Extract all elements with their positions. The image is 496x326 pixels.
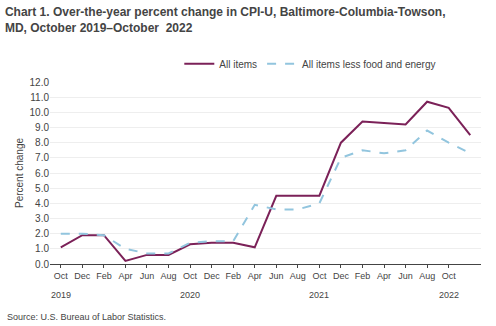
svg-text:Aug: Aug — [419, 271, 435, 281]
svg-text:12.0: 12.0 — [30, 77, 50, 88]
svg-text:2021: 2021 — [309, 290, 329, 300]
svg-text:7.0: 7.0 — [35, 152, 49, 163]
svg-text:4.0: 4.0 — [35, 198, 49, 209]
svg-text:Apr: Apr — [377, 271, 391, 281]
svg-text:Oct: Oct — [442, 271, 457, 281]
svg-text:Aug: Aug — [290, 271, 306, 281]
svg-text:Percent change: Percent change — [14, 138, 25, 208]
svg-text:Dec: Dec — [204, 271, 221, 281]
svg-text:Apr: Apr — [248, 271, 262, 281]
svg-text:2020: 2020 — [180, 290, 200, 300]
svg-text:Jun: Jun — [140, 271, 155, 281]
svg-text:0.0: 0.0 — [35, 259, 49, 270]
svg-text:2.0: 2.0 — [35, 228, 49, 239]
svg-text:Oct: Oct — [54, 271, 69, 281]
svg-text:Source: U.S. Bureau of Labor S: Source: U.S. Bureau of Labor Statistics. — [7, 312, 166, 322]
svg-text:Chart 1. Over-the-year percent: Chart 1. Over-the-year percent change in… — [5, 5, 446, 35]
svg-text:All items less food and energy: All items less food and energy — [302, 59, 435, 70]
svg-text:3.0: 3.0 — [35, 213, 49, 224]
svg-text:2022: 2022 — [439, 290, 459, 300]
svg-text:2019: 2019 — [51, 290, 71, 300]
svg-text:Feb: Feb — [96, 271, 112, 281]
svg-text:Feb: Feb — [225, 271, 241, 281]
svg-text:11.0: 11.0 — [30, 92, 49, 103]
svg-text:Apr: Apr — [118, 271, 132, 281]
svg-text:All items: All items — [219, 59, 257, 70]
svg-text:Dec: Dec — [74, 271, 91, 281]
svg-text:9.0: 9.0 — [35, 122, 49, 133]
svg-text:Jun: Jun — [398, 271, 413, 281]
svg-text:8.0: 8.0 — [35, 137, 49, 148]
svg-text:Oct: Oct — [183, 271, 198, 281]
svg-text:5.0: 5.0 — [35, 183, 49, 194]
svg-text:Feb: Feb — [355, 271, 371, 281]
svg-text:10.0: 10.0 — [30, 107, 50, 118]
svg-text:Jun: Jun — [269, 271, 284, 281]
svg-text:Oct: Oct — [312, 271, 327, 281]
svg-text:1.0: 1.0 — [35, 243, 49, 254]
svg-text:Aug: Aug — [161, 271, 177, 281]
svg-text:6.0: 6.0 — [35, 168, 49, 179]
svg-text:Dec: Dec — [333, 271, 350, 281]
